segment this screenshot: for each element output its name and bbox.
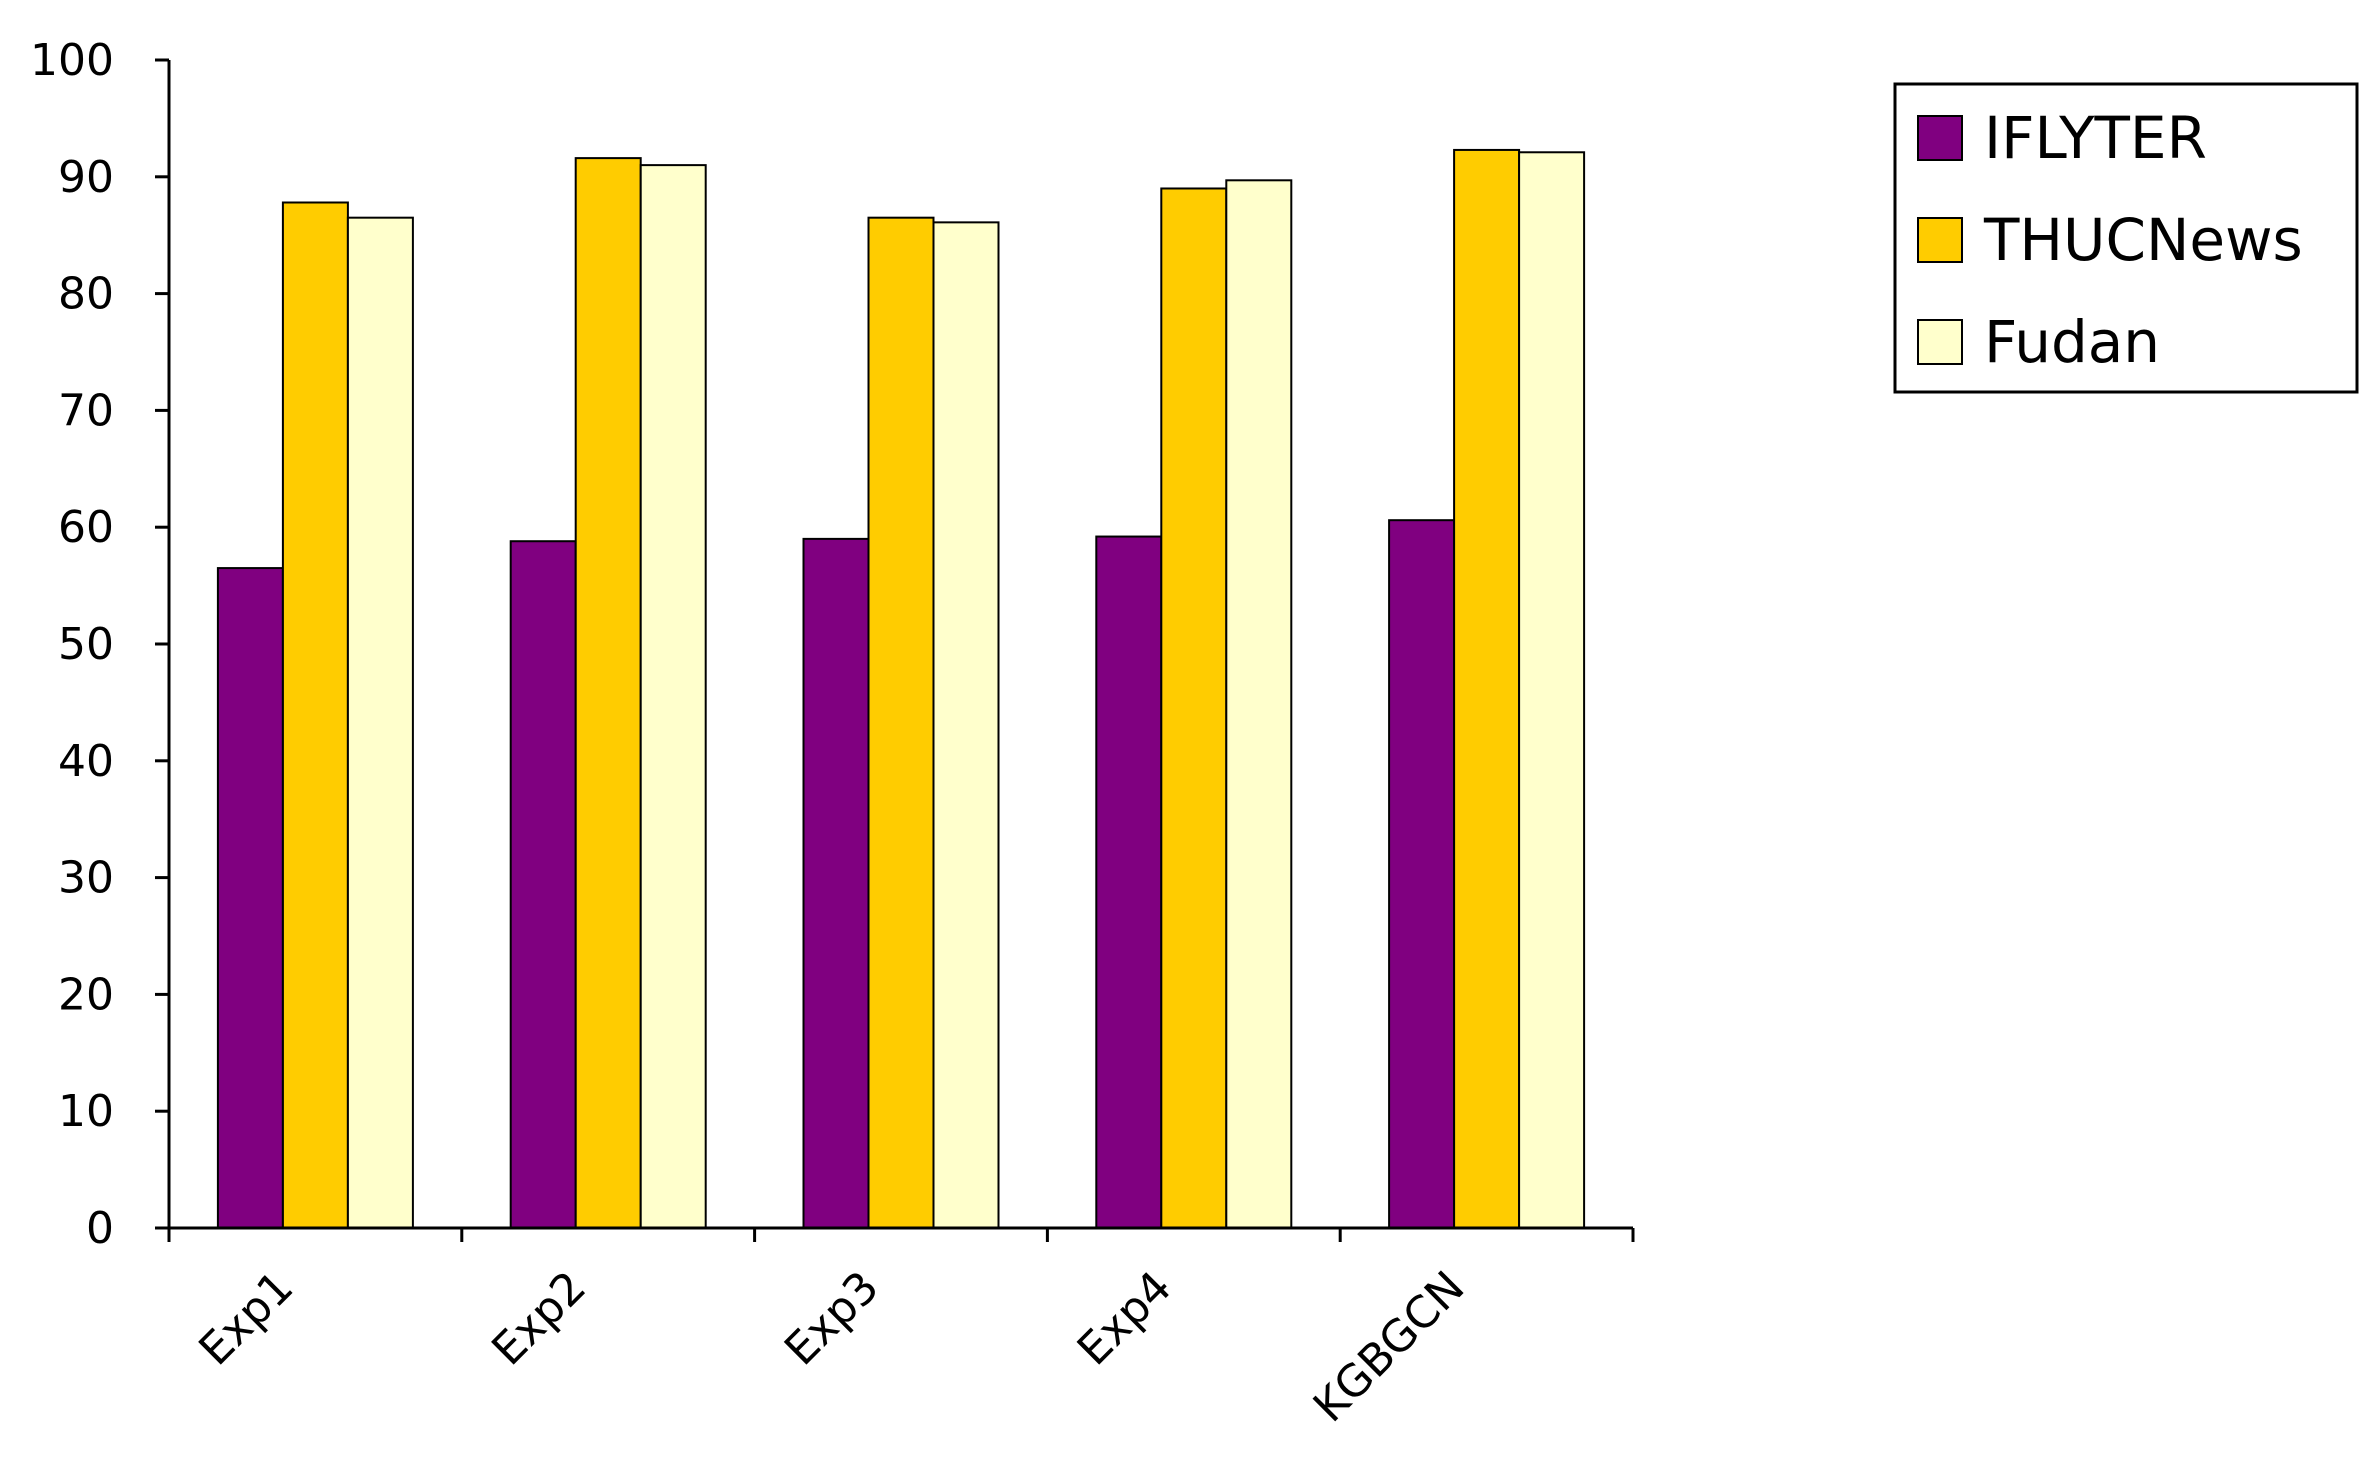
bar-fudan-exp4 [1225,179,1293,1230]
bar-thucnews-exp2 [574,157,642,1229]
y-tick-label: 10 [58,1086,114,1137]
x-tick-label-kgbgcn: KGBGCN [1304,1262,1474,1432]
y-tick-label: 100 [30,35,114,86]
y-tick-label: 0 [86,1203,114,1254]
y-tick-label: 40 [58,736,114,787]
legend-label-iflyter: IFLYTER [1984,104,2207,172]
x-tick-label-exp3: Exp3 [775,1262,889,1376]
y-tick-label: 30 [58,853,114,904]
y-tick-label: 60 [58,502,114,553]
bar-iflyter-kgbgcn [1388,519,1456,1229]
bar-fudan-exp1 [346,216,414,1229]
bar-fudan-kgbgcn [1518,151,1586,1230]
legend-label-thucnews: THUCNews [1983,206,2303,274]
x-tick-label-exp2: Exp2 [482,1262,596,1376]
y-tick-label: 80 [58,269,114,320]
bar-thucnews-exp1 [281,201,349,1230]
y-tick-label: 90 [58,152,114,203]
bar-thucnews-exp4 [1160,187,1228,1230]
legend: IFLYTER THUCNews Fudan [1893,82,2359,394]
bar-fudan-exp3 [932,221,1000,1230]
legend-swatch-thucnews [1917,217,1963,263]
x-tick-label-exp4: Exp4 [1068,1262,1182,1376]
x-ticks-group: Exp1 Exp2 Exp3 Exp4 KGBGCN [167,1228,1635,1432]
legend-box [1893,82,2359,394]
bar-thucnews-exp3 [867,216,935,1229]
bar-iflyter-exp1 [216,567,284,1229]
bar-thucnews-kgbgcn [1453,148,1521,1229]
bars-group [216,148,1586,1230]
x-tick-label-exp1: Exp1 [189,1262,303,1376]
legend-swatch-iflyter [1917,115,1963,161]
y-tick-label: 50 [58,619,114,670]
y-ticks-group: 0 10 20 30 40 50 60 70 80 90 100 [30,35,169,1254]
bar-fudan-exp2 [639,164,707,1229]
y-tick-label: 20 [58,969,114,1020]
bar-iflyter-exp2 [509,540,577,1229]
legend-swatch-fudan [1917,319,1963,365]
y-tick-label: 70 [58,385,114,436]
legend-label-fudan: Fudan [1984,308,2160,376]
bar-iflyter-exp3 [802,537,870,1229]
bar-iflyter-exp4 [1095,535,1163,1229]
